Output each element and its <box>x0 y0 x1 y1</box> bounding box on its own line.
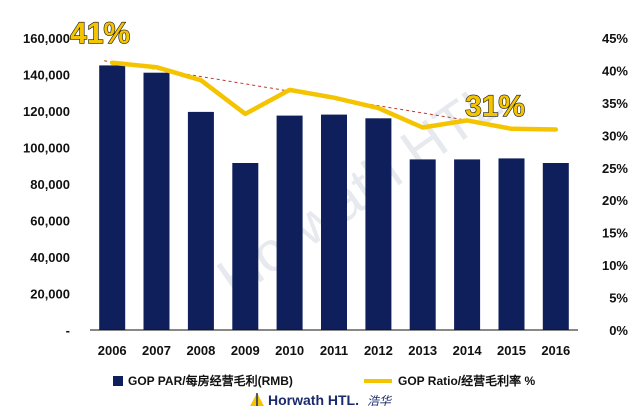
x-axis-labels: 2006 2007 2008 2009 2010 2011 2012 2013 2014 2015… <box>98 343 571 358</box>
bar-2009 <box>232 163 259 330</box>
y-left-tick-label: 40,000 <box>30 250 70 265</box>
y-left-tick-label: 100,000 <box>23 141 70 156</box>
y-left-tick-label: 20,000 <box>30 287 70 302</box>
legend: GOP PAR/每房经营毛利(RMB) GOP Ratio/经营毛利率 % <box>113 373 535 388</box>
callout-label: 41% <box>70 17 130 50</box>
legend-bar-swatch <box>113 376 123 386</box>
y-left-tick-label: - <box>66 323 70 338</box>
bar-2014 <box>454 159 481 330</box>
x-tick-label: 2008 <box>186 343 215 358</box>
y-right-tick-label: 20% <box>602 193 628 208</box>
x-tick-label: 2006 <box>98 343 127 358</box>
bar-2013 <box>409 159 436 330</box>
y-right-labels: 0% 5% 10% 15% 20% 25% 30% 35% 40% 45% <box>602 31 628 338</box>
x-tick-label: 2011 <box>320 343 348 358</box>
logo-name: Horwath HTL. <box>268 392 359 408</box>
bar-2011 <box>321 114 347 330</box>
ratio-line <box>109 60 559 132</box>
y-right-tick-label: 0% <box>609 323 628 338</box>
x-tick-label: 2013 <box>408 343 437 358</box>
y-right-tick-label: 25% <box>602 161 628 176</box>
y-left-tick-label: 140,000 <box>23 68 70 83</box>
bar-2015 <box>498 158 525 330</box>
x-tick-label: 2007 <box>142 343 171 358</box>
x-tick-label: 2015 <box>497 343 526 358</box>
y-right-tick-label: 15% <box>602 226 628 241</box>
bar-2006 <box>99 65 126 331</box>
x-tick-label: 2009 <box>231 343 260 358</box>
x-tick-label: 2014 <box>453 343 483 358</box>
bar-2012 <box>365 118 392 330</box>
bar-2010 <box>276 115 303 330</box>
y-left-labels: - 20,000 40,000 60,000 80,000 100,000 120,000 1… <box>23 31 70 338</box>
bar-2008 <box>187 111 214 331</box>
y-left-tick-label: 120,000 <box>23 104 70 119</box>
x-tick-label: 2012 <box>364 343 393 358</box>
y-left-tick-label: 160,000 <box>23 31 70 46</box>
y-right-tick-label: 5% <box>609 291 628 306</box>
y-left-tick-label: 60,000 <box>30 214 70 229</box>
callouts: 41% 31% <box>70 16 526 123</box>
legend-line-label: GOP Ratio/经营毛利率 % <box>398 373 535 388</box>
logo-chinese-name: 浩华 <box>367 394 393 408</box>
y-right-tick-label: 10% <box>602 258 628 273</box>
y-right-tick-label: 35% <box>602 96 628 111</box>
x-tick-label: 2010 <box>275 343 304 358</box>
y-right-tick-label: 45% <box>602 31 628 46</box>
y-right-tick-label: 40% <box>602 63 628 78</box>
callout-label: 31% <box>465 90 525 123</box>
y-right-tick-label: 30% <box>602 128 628 143</box>
bar-2007 <box>143 72 170 330</box>
bar-2016 <box>542 163 569 330</box>
horwath-logo: Horwath HTL. 浩华 <box>250 392 393 408</box>
x-tick-label: 2016 <box>541 343 570 358</box>
y-left-tick-label: 80,000 <box>30 177 70 192</box>
legend-bar-label: GOP PAR/每房经营毛利(RMB) <box>128 373 293 388</box>
bar-series <box>99 65 569 331</box>
